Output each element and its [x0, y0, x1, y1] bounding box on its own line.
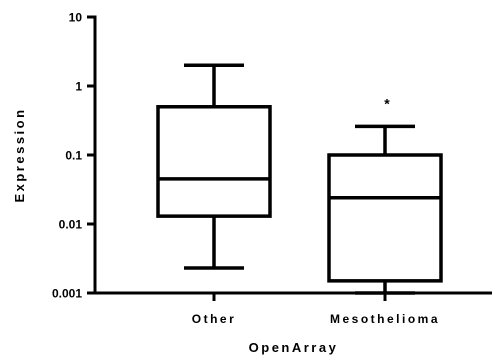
iqr-box	[156, 105, 272, 218]
y-tick-label: 1	[75, 80, 82, 94]
x-ticks: Other Mesothelioma	[192, 293, 440, 326]
box-group	[156, 63, 272, 270]
box-group: *	[327, 95, 443, 295]
y-axis-title: Expression	[12, 107, 27, 202]
y-tick-label: 10	[69, 11, 83, 25]
y-ticks: 0.001 0.01 0.1 1 10	[52, 11, 95, 301]
x-tick-label: Other	[192, 312, 237, 326]
y-tick-label: 0.001	[52, 287, 82, 301]
x-tick-label: Mesothelioma	[330, 312, 440, 326]
iqr-box	[327, 153, 443, 283]
y-tick-label: 0.01	[59, 218, 83, 232]
significance-annotation: *	[384, 95, 390, 111]
y-tick-label: 0.1	[65, 149, 82, 163]
x-axis-title: OpenArray	[249, 340, 339, 355]
boxes: *	[156, 63, 443, 295]
